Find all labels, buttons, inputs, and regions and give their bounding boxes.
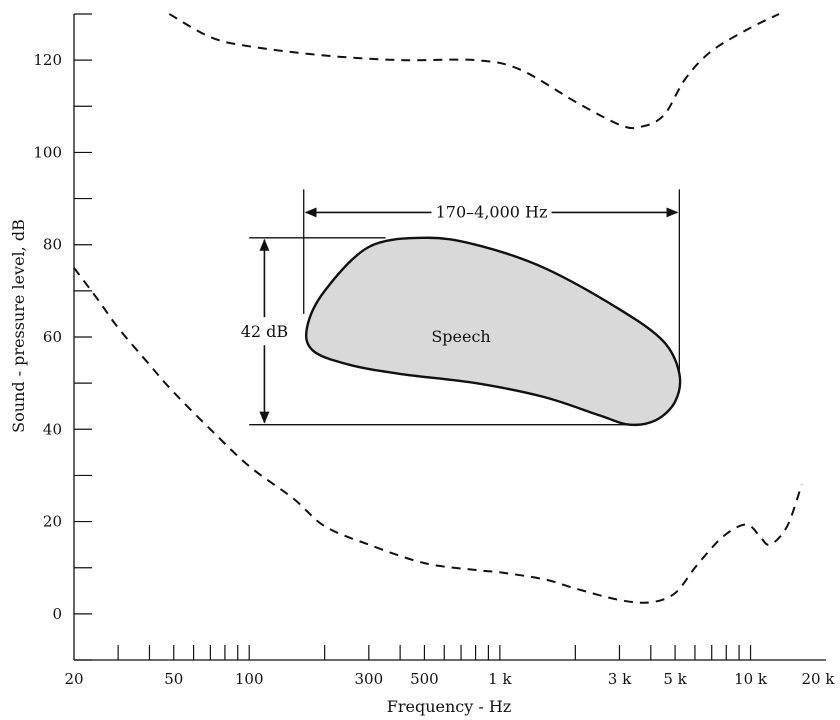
y-tick-label: 20 bbox=[43, 513, 62, 531]
x-tick-label: 50 bbox=[164, 670, 183, 688]
x-axis-title: Frequency - Hz bbox=[387, 697, 512, 716]
speech-region bbox=[304, 236, 682, 427]
x-tick-label: 500 bbox=[410, 670, 439, 688]
x-tick-label: 10 k bbox=[734, 670, 768, 688]
y-tick-label: 100 bbox=[33, 143, 62, 161]
lower-threshold-curve bbox=[73, 267, 803, 604]
x-tick-labels: 20 50 100 300 500 1 k 3 k 5 k 10 k 20 k bbox=[64, 670, 835, 688]
series-layer bbox=[73, 13, 803, 604]
y-tick-labels: 0 20 40 60 80 100 120 bbox=[33, 51, 62, 623]
freq-range-label: 170–4,000 Hz bbox=[436, 202, 548, 221]
x-tick-label: 100 bbox=[235, 670, 264, 688]
x-tick-label: 20 k bbox=[802, 670, 836, 688]
x-tick-label: 20 bbox=[64, 670, 83, 688]
y-tick-label: 0 bbox=[52, 605, 62, 623]
speech-label: Speech bbox=[431, 327, 490, 346]
x-tick-label: 1 k bbox=[488, 670, 512, 688]
y-ticks bbox=[74, 13, 92, 661]
y-axis-title: Sound - pressure level, dB bbox=[9, 219, 28, 433]
x-minor-ticks bbox=[117, 645, 752, 660]
x-tick-label: 300 bbox=[354, 670, 383, 688]
y-tick-label: 60 bbox=[43, 328, 62, 346]
x-tick-label: 5 k bbox=[663, 670, 687, 688]
upper-threshold-curve bbox=[168, 13, 780, 130]
y-tick-label: 80 bbox=[43, 236, 62, 254]
y-tick-label: 120 bbox=[33, 51, 62, 69]
y-tick-label: 40 bbox=[43, 420, 62, 438]
level-range-label: 42 dB bbox=[241, 322, 288, 341]
x-tick-label: 3 k bbox=[608, 670, 632, 688]
speech-layer: Speech 170–4,000 Hz 42 dB bbox=[238, 189, 682, 427]
